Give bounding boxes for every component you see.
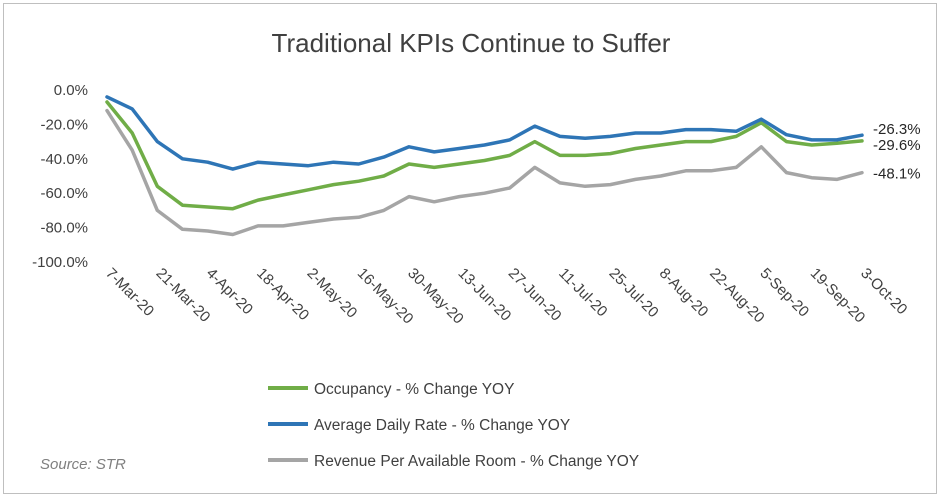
end-label-series-2: -48.1%: [873, 166, 921, 183]
x-tick-label: 18-Apr-20: [253, 265, 312, 324]
legend: Occupancy - % Change YOY Average Daily Ra…: [268, 381, 639, 470]
x-tick-label: 27-Jun-20: [505, 265, 565, 325]
y-tick-label: -80.0%: [40, 220, 88, 237]
legend-label: Occupancy - % Change YOY: [314, 381, 514, 398]
series-line-2: [105, 108, 864, 237]
legend-label: Average Daily Rate - % Change YOY: [314, 417, 570, 434]
series-lines: [105, 95, 864, 237]
x-tick-label: 2-May-20: [304, 265, 361, 322]
x-tick-label: 8-Aug-20: [656, 265, 712, 321]
legend-label: Revenue Per Available Room - % Change YO…: [314, 453, 639, 470]
y-axis: 0.0% -20.0% -40.0% -60.0% -80.0% -100.0%: [32, 82, 88, 271]
x-axis: 7-Mar-2021-Mar-204-Apr-2018-Apr-202-May-…: [102, 265, 910, 328]
end-label-series-1: -26.3%: [873, 121, 921, 138]
x-tick-label: 7-Mar-20: [102, 265, 157, 320]
series-line-1: [105, 95, 864, 171]
source-note: Source: STR: [40, 456, 126, 473]
y-tick-label: -60.0%: [40, 185, 88, 202]
x-tick-label: 25-Jul-20: [606, 265, 662, 321]
y-tick-label: -40.0%: [40, 151, 88, 168]
chart-frame: [3, 3, 937, 494]
end-labels: -26.3%-29.6% -48.1%: [873, 121, 921, 182]
y-tick-label: -20.0%: [40, 116, 88, 133]
series-line-0: [105, 100, 864, 211]
y-tick-label: 0.0%: [54, 82, 88, 99]
y-tick-label: -100.0%: [32, 254, 88, 271]
end-label-series-0: -29.6%: [873, 137, 921, 154]
chart-title: Traditional KPIs Continue to Suffer: [272, 28, 671, 58]
